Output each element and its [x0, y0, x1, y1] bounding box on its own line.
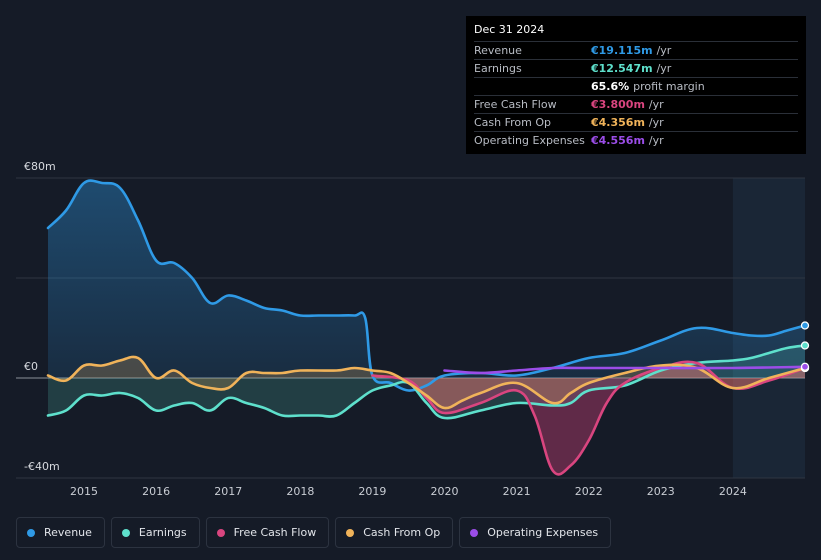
- tooltip-row-unit: /yr: [648, 134, 664, 147]
- tooltip-row-unit: profit margin: [633, 80, 705, 93]
- tooltip-row-label: Earnings: [474, 62, 522, 75]
- legend-label: Earnings: [138, 526, 187, 539]
- x-tick-label: 2018: [286, 485, 314, 498]
- tooltip-row-value: €19.115m: [591, 44, 653, 57]
- line-operating-expenses: [443, 365, 807, 375]
- tooltip-row-unit: /yr: [656, 44, 672, 57]
- tooltip-row-label: Operating Expenses: [474, 134, 585, 147]
- tooltip-row-label: Cash From Op: [474, 116, 552, 129]
- x-tick-label: 2023: [647, 485, 675, 498]
- legend-label: Operating Expenses: [487, 526, 599, 539]
- line-revenue: [46, 179, 807, 392]
- tooltip-row-value: 65.6%: [591, 80, 630, 93]
- legend-dot-icon: [121, 528, 130, 537]
- tooltip-row-unit: /yr: [648, 116, 664, 129]
- area-free-cash-flow: [372, 361, 805, 475]
- tooltip-row-value: €12.547m: [591, 62, 653, 75]
- tooltip-row: Operating Expenses €4.556m/yr: [474, 131, 798, 149]
- chart-legend: Revenue Earnings Free Cash Flow Cash From O…: [16, 517, 612, 548]
- end-marker-operating-expenses: [800, 362, 810, 371]
- x-tick-label: 2024: [719, 485, 747, 498]
- series-lines: [46, 179, 807, 476]
- tooltip-row-value: €4.556m: [591, 134, 645, 147]
- end-marker-revenue: [800, 321, 810, 330]
- tooltip-date: Dec 31 2024: [474, 23, 545, 36]
- legend-dot-icon: [470, 528, 479, 537]
- x-tick-label: 2021: [503, 485, 531, 498]
- legend-dot-icon: [216, 528, 225, 537]
- tooltip-row: Cash From Op €4.356m/yr: [474, 113, 798, 131]
- series-end-markers: [800, 321, 810, 373]
- tooltip-row: Revenue €19.115m/yr: [474, 41, 798, 59]
- legend-dot-icon: [346, 528, 355, 537]
- x-tick-label: 2016: [142, 485, 170, 498]
- legend-item-cash-from-op[interactable]: Cash From Op: [335, 517, 454, 548]
- x-tick-label: 2020: [431, 485, 459, 498]
- legend-label: Revenue: [44, 526, 92, 539]
- tooltip-row-value: €4.356m: [591, 116, 645, 129]
- legend-item-revenue[interactable]: Revenue: [16, 517, 105, 548]
- line-cash-from-op: [46, 355, 807, 410]
- area-cash-from-op: [48, 356, 805, 409]
- tooltip-row-value: €3.800m: [591, 98, 645, 111]
- y-axis: €80m €0 -€40m: [24, 160, 60, 473]
- area-earnings: [48, 345, 805, 419]
- tooltip-panel: Dec 31 2024 Revenue €19.115m/yr Earnings €1…: [466, 16, 806, 154]
- legend-label: Cash From Op: [363, 526, 441, 539]
- legend-item-earnings[interactable]: Earnings: [110, 517, 200, 548]
- tooltip-row-unit: /yr: [656, 62, 672, 75]
- legend-item-free-cash-flow[interactable]: Free Cash Flow: [205, 517, 330, 548]
- tooltip-row: Free Cash Flow €3.800m/yr: [474, 95, 798, 113]
- x-axis: 2015 2016 2017 2018 2019 2020 2021 2022 2023 2024: [70, 485, 747, 498]
- end-marker-earnings: [800, 341, 810, 350]
- tooltip-row-label: Free Cash Flow: [474, 98, 557, 111]
- series-fills: [48, 180, 805, 475]
- legend-label: Free Cash Flow: [233, 526, 317, 539]
- line-earnings: [46, 344, 807, 420]
- y-tick-label: €0: [24, 360, 38, 373]
- area-revenue: [48, 180, 805, 391]
- x-tick-label: 2017: [214, 485, 242, 498]
- tooltip-row: Earnings €12.547m/yr: [474, 59, 798, 77]
- x-tick-label: 2022: [575, 485, 603, 498]
- y-tick-label: €80m: [24, 160, 56, 173]
- x-tick-label: 2019: [358, 485, 386, 498]
- y-tick-label: -€40m: [24, 460, 60, 473]
- tooltip-row-unit: /yr: [648, 98, 664, 111]
- x-tick-label: 2015: [70, 485, 98, 498]
- tooltip-row-label: Revenue: [474, 44, 522, 57]
- legend-item-operating-expenses[interactable]: Operating Expenses: [459, 517, 612, 548]
- legend-dot-icon: [27, 528, 35, 537]
- tooltip-row: 65.6% profit margin: [474, 77, 798, 95]
